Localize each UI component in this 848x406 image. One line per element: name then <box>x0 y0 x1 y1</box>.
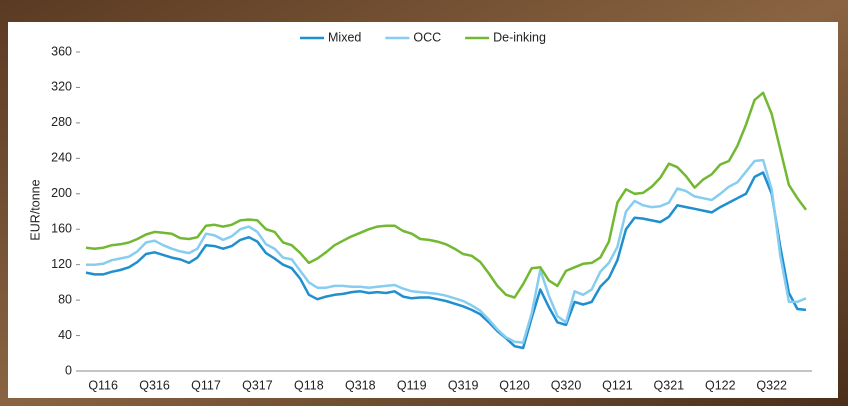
x-tick-label: Q120 <box>499 378 530 392</box>
x-tick-label: Q118 <box>294 378 324 392</box>
y-tick-label: 200 <box>51 186 72 200</box>
x-tick-label: Q318 <box>345 378 376 392</box>
y-tick-label: 80 <box>58 292 72 306</box>
y-tick-label: 0 <box>65 363 72 377</box>
y-tick-label: 240 <box>51 151 72 165</box>
y-tick-label: 160 <box>51 222 72 236</box>
legend-label: OCC <box>413 30 441 44</box>
x-tick-label: Q116 <box>88 378 118 392</box>
y-axis-label: EUR/tonne <box>28 179 42 240</box>
x-tick-label: Q119 <box>397 378 427 392</box>
legend-label: De-inking <box>493 30 546 44</box>
y-tick-label: 280 <box>51 115 72 129</box>
x-tick-label: Q316 <box>139 378 170 392</box>
x-tick-label: Q117 <box>191 378 221 392</box>
y-tick-label: 320 <box>51 80 72 94</box>
page: EUR/tonne 0 40 80 120 160 200 240 280 320 360 Q116… <box>0 0 848 406</box>
y-tick-label: 40 <box>58 328 72 342</box>
chart: EUR/tonne 0 40 80 120 160 200 240 280 320 360 Q116… <box>0 0 848 406</box>
legend-label: Mixed <box>328 30 361 44</box>
x-tick-label: Q121 <box>602 378 633 392</box>
x-tick-label: Q317 <box>242 378 273 392</box>
x-tick-label: Q319 <box>448 378 479 392</box>
x-tick-label: Q320 <box>551 378 582 392</box>
x-tick-label: Q122 <box>705 378 736 392</box>
y-tick-label: 360 <box>51 44 72 58</box>
x-tick-label: Q322 <box>756 378 787 392</box>
y-tick-label: 120 <box>51 257 72 271</box>
x-tick-label: Q321 <box>654 378 685 392</box>
